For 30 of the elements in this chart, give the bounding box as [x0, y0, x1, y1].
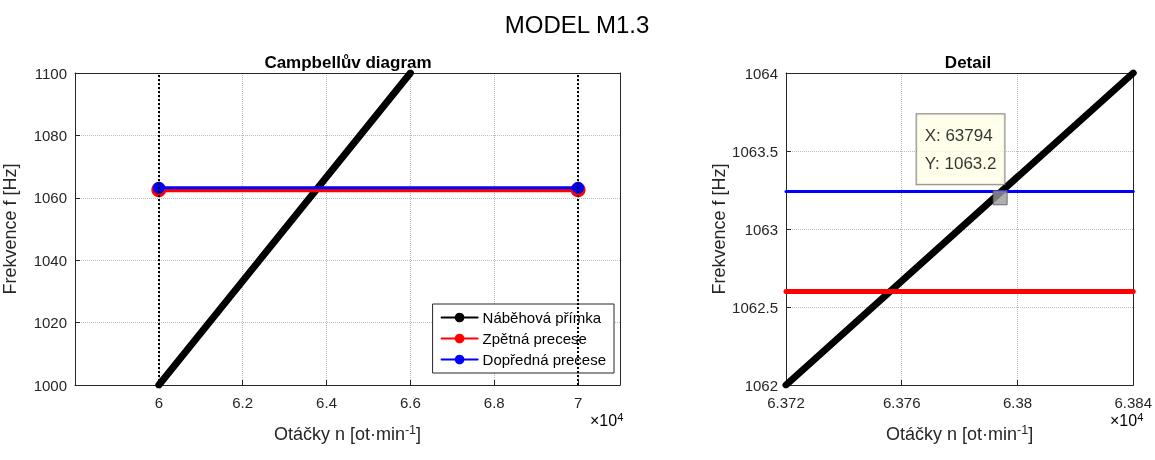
- x-tick-label: 6.6: [399, 394, 421, 411]
- y-tick-label: 1063: [744, 220, 778, 238]
- annotation: X: 63794 Y: 1063.2: [924, 125, 997, 173]
- legend-label: Zpětná precese: [482, 330, 587, 347]
- y-tick-label: 1100: [34, 64, 67, 82]
- chart-title: Detail: [944, 53, 992, 72]
- legend-label: Dopředná precese: [482, 351, 607, 368]
- x-tick-label: 6.8: [483, 394, 505, 411]
- y-tick-label: 1080: [33, 126, 67, 144]
- y-tick-label: 1040: [33, 251, 67, 269]
- x-tick-label: 6.2: [232, 394, 254, 411]
- text: MODEL M1.3: [504, 10, 650, 38]
- y-tick-label: 1060: [33, 189, 67, 207]
- y-tick-label: 1000: [33, 376, 67, 394]
- y-tick-label: 1064: [744, 64, 778, 82]
- y-tick-label: 1062.5: [732, 298, 778, 316]
- y-tick-label: 1063.5: [732, 142, 778, 160]
- x-tick-label: 6.372: [767, 394, 805, 411]
- y-tick-label: 1020: [33, 314, 67, 332]
- y-axis-title: Frekvence f [Hz]: [0, 163, 20, 295]
- x-tick-label: 6.384: [1114, 394, 1153, 411]
- chart-title: Campbellův diagram: [264, 53, 432, 72]
- x-tick-label: 6: [154, 394, 164, 411]
- x-tick-label: 7: [573, 394, 583, 411]
- legend-label: Náběhová přímka: [482, 309, 602, 326]
- x-tick-label: 6.376: [882, 394, 921, 411]
- x-tick-label: 6.4: [316, 394, 337, 411]
- y-axis-title: Frekvence f [Hz]: [709, 163, 730, 295]
- x-tick-label: 6.38: [1002, 394, 1033, 411]
- y-tick-label: 1062: [744, 376, 778, 394]
